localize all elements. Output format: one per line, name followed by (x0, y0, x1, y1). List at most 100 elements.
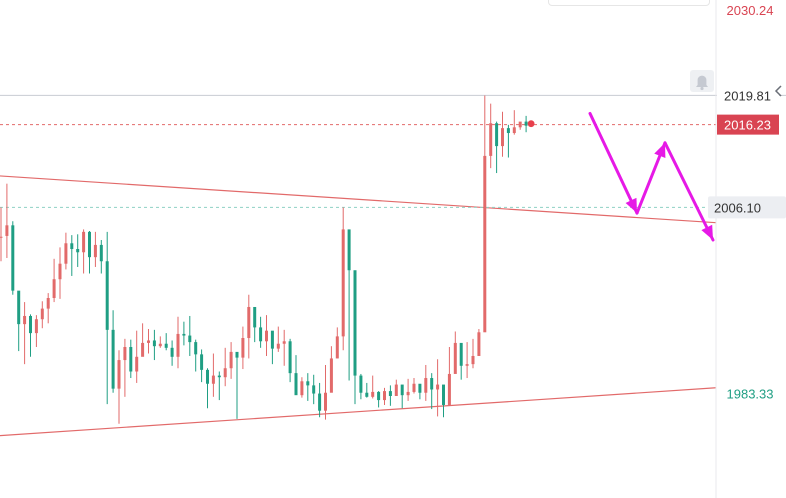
candle (406, 378, 410, 401)
bell-icon[interactable] (690, 70, 714, 92)
candle (52, 258, 56, 303)
candle (99, 240, 103, 274)
candle-body (46, 298, 50, 309)
candle (229, 342, 233, 379)
candle (170, 340, 174, 366)
candle (70, 235, 74, 276)
candle-body (229, 351, 233, 369)
candle (483, 95, 487, 333)
candle (341, 207, 345, 351)
candle (82, 229, 86, 274)
candle (477, 329, 481, 356)
candle (447, 347, 451, 405)
candle (265, 315, 268, 356)
candle (300, 377, 304, 398)
candle (141, 323, 145, 357)
candle (64, 232, 68, 270)
candle-body (388, 391, 392, 396)
candle (524, 115, 528, 133)
candle-body (141, 342, 145, 357)
candle (135, 330, 139, 383)
candle (152, 329, 156, 361)
candle (465, 342, 469, 379)
candle-body (524, 121, 528, 126)
candle (335, 327, 339, 359)
candle-body (34, 319, 38, 334)
candle (489, 103, 493, 169)
candle (259, 316, 263, 348)
annotation-arrows (588, 111, 715, 242)
candle (436, 359, 440, 417)
candle-body (371, 391, 375, 397)
candle-body (418, 383, 422, 393)
candle (40, 301, 44, 329)
arrow-1-head (625, 197, 637, 214)
candle-body (442, 384, 445, 405)
candle (353, 270, 357, 405)
candle-body (117, 360, 121, 389)
candle-body (353, 270, 357, 376)
candle-body (447, 373, 451, 405)
candle (442, 384, 445, 418)
candle (164, 333, 168, 351)
candle (34, 315, 38, 347)
candle-body (306, 381, 310, 386)
candle (506, 124, 510, 158)
candle (88, 231, 91, 274)
candle-body (324, 392, 327, 411)
candle-body (206, 369, 209, 384)
candle (23, 302, 27, 365)
candle (253, 306, 257, 343)
candle-body (135, 356, 139, 372)
arrow-3-head (701, 224, 713, 241)
candle-body (412, 383, 416, 392)
candle (46, 293, 50, 324)
y-tick-label: 1983.33 (727, 386, 774, 401)
candle-body (365, 392, 369, 397)
candle-body (489, 123, 493, 156)
candle-body (241, 338, 245, 358)
candle (117, 350, 121, 424)
candle-body (430, 378, 434, 390)
candle-body (424, 378, 428, 393)
candle-body (247, 306, 251, 339)
candle (294, 355, 298, 396)
candle (235, 351, 239, 419)
candle-body (129, 347, 133, 372)
candle (247, 294, 251, 359)
current-price-label: 2016.23 (724, 118, 771, 133)
candle-body (93, 244, 97, 258)
candle (0, 207, 3, 262)
candle (365, 382, 369, 398)
candle (324, 364, 327, 420)
candle (377, 391, 381, 408)
candle-body (335, 336, 339, 359)
candle (329, 346, 333, 393)
candle (288, 338, 292, 383)
candle-body (176, 333, 180, 357)
candle-body (253, 306, 257, 328)
chevron-left-icon[interactable] (774, 85, 782, 97)
candle (206, 368, 209, 409)
candle-body (164, 343, 168, 348)
candle (312, 374, 316, 405)
candle-body (40, 308, 44, 320)
level-price-label: 2006.10 (714, 200, 761, 215)
candle (17, 290, 21, 352)
candle (347, 229, 351, 381)
candle-body (276, 343, 280, 349)
candle (182, 321, 186, 346)
candle-body (0, 236, 3, 238)
candle-body (188, 335, 192, 343)
candle-body (152, 340, 156, 347)
candle-body (383, 391, 386, 401)
candle (383, 387, 386, 405)
candle-body (235, 351, 239, 358)
candle-body (294, 373, 298, 396)
candle-body (465, 364, 469, 366)
bell-clapper (700, 86, 704, 91)
candle-body (477, 332, 481, 356)
trendlines (0, 175, 717, 437)
